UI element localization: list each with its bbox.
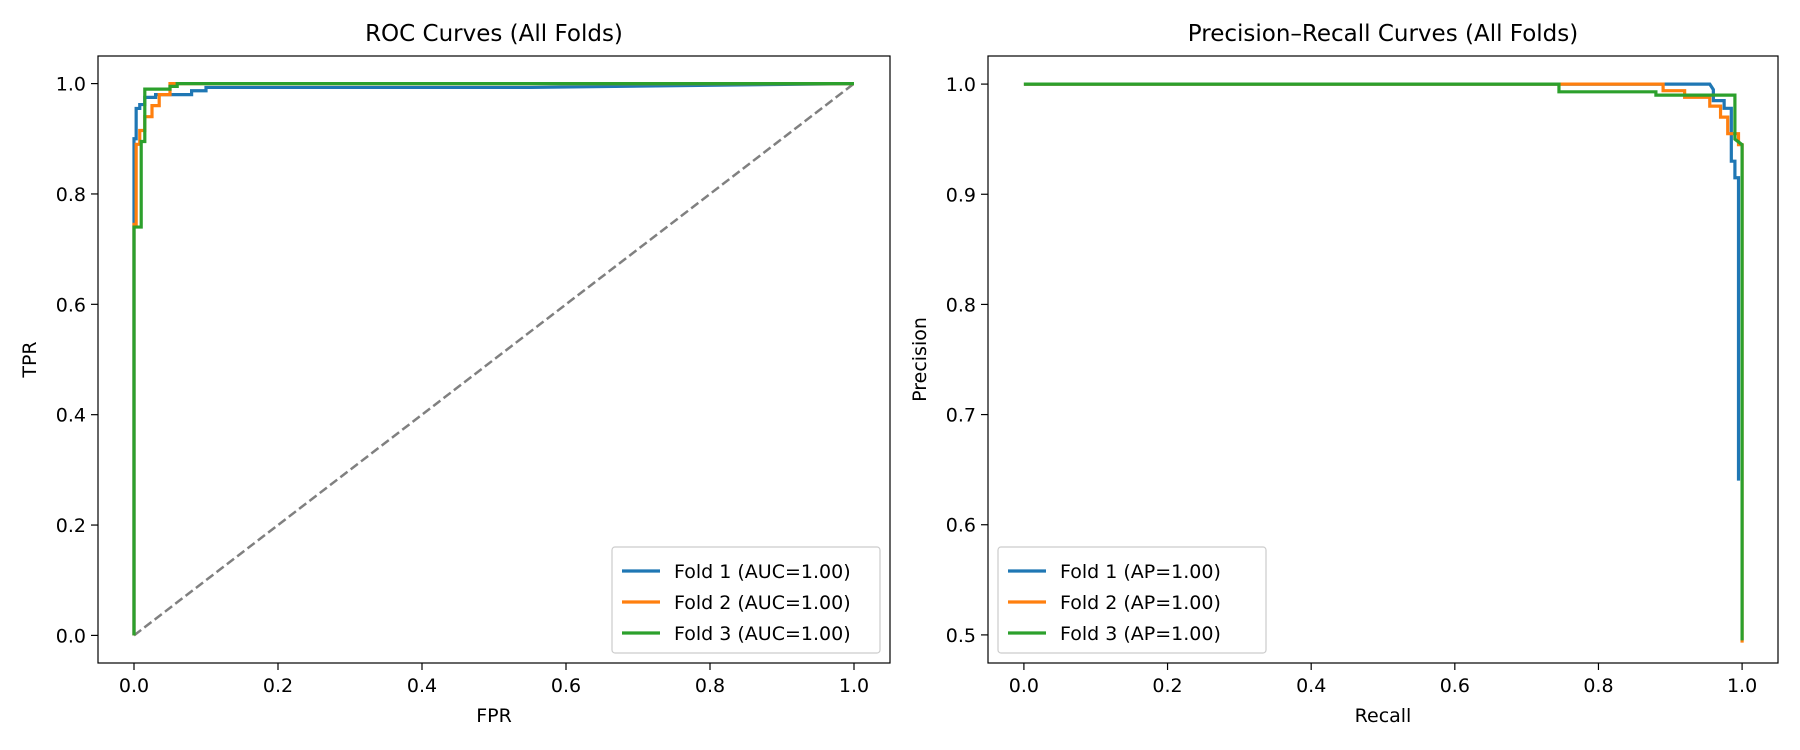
roc-y-tick-label: 0.4 bbox=[56, 405, 86, 427]
pr-x-tick-label: 1.0 bbox=[1727, 675, 1757, 697]
roc-x-tick-label: 0.4 bbox=[407, 675, 437, 697]
roc-y-tick-label: 1.0 bbox=[56, 74, 86, 96]
pr-y-tick-label: 0.9 bbox=[946, 184, 976, 206]
roc-x-tick-label: 0.2 bbox=[263, 675, 293, 697]
roc-y-tick-label: 0.0 bbox=[56, 625, 86, 647]
pr-legend: Fold 1 (AP=1.00) Fold 2 (AP=1.00) Fold 3 (… bbox=[997, 546, 1267, 654]
roc-title: ROC Curves (All Folds) bbox=[365, 21, 623, 47]
pr-x-tick-label: 0.0 bbox=[1009, 675, 1039, 697]
roc-y-tick-label: 0.6 bbox=[56, 294, 86, 316]
pr-y-tick-label: 0.6 bbox=[946, 515, 976, 537]
roc-legend-label-fold-3: Fold 3 (AUC=1.00) bbox=[674, 623, 851, 645]
pr-xlabel: Recall bbox=[1355, 705, 1412, 727]
roc-series-fold-1-line bbox=[132, 81, 855, 636]
pr-ylabel: Precision bbox=[909, 317, 931, 402]
roc-x-tick-label: 0.0 bbox=[119, 675, 149, 697]
roc-x-tick-label: 1.0 bbox=[839, 675, 869, 697]
pr-series-fold-3-line bbox=[1023, 82, 1744, 641]
pr-legend-label-fold-1: Fold 1 (AP=1.00) bbox=[1060, 561, 1221, 583]
roc-chance-line bbox=[133, 82, 855, 637]
pr-y-tick-label: 0.8 bbox=[946, 294, 976, 316]
pr-legend-label-fold-3: Fold 3 (AP=1.00) bbox=[1060, 623, 1221, 645]
roc-legend-label-fold-2: Fold 2 (AUC=1.00) bbox=[674, 592, 851, 614]
roc-y-ticks: 0.0 0.2 0.4 0.6 0.8 1.0 bbox=[56, 74, 98, 647]
pr-panel: Precision–Recall Curves (All Folds) Reca… bbox=[909, 21, 1779, 727]
roc-legend-box bbox=[611, 546, 881, 654]
pr-legend-label-fold-2: Fold 2 (AP=1.00) bbox=[1060, 592, 1221, 614]
roc-y-tick-label: 0.2 bbox=[56, 515, 86, 537]
roc-xlabel: FPR bbox=[476, 705, 512, 727]
pr-y-tick-label: 0.5 bbox=[946, 625, 976, 647]
pr-x-ticks: 0.0 0.2 0.4 0.6 0.8 1.0 bbox=[1009, 663, 1757, 697]
pr-y-ticks: 0.5 0.6 0.7 0.8 0.9 1.0 bbox=[946, 74, 988, 647]
roc-series-fold-3-line bbox=[132, 81, 854, 636]
pr-y-tick-label: 0.7 bbox=[946, 405, 976, 427]
pr-plot-area bbox=[1023, 82, 1744, 643]
pr-title: Precision–Recall Curves (All Folds) bbox=[1188, 21, 1578, 47]
roc-plot-area bbox=[132, 81, 855, 637]
pr-axes-frame bbox=[987, 55, 1779, 664]
roc-panel: ROC Curves (All Folds) FPR TPR 0.0 0.2 0.4… bbox=[19, 21, 891, 727]
roc-x-tick-label: 0.8 bbox=[695, 675, 725, 697]
roc-legend: Fold 1 (AUC=1.00) Fold 2 (AUC=1.00) Fold 3… bbox=[611, 546, 881, 654]
roc-axes-frame bbox=[97, 55, 891, 664]
pr-x-tick-label: 0.4 bbox=[1296, 675, 1326, 697]
roc-y-tick-label: 0.8 bbox=[56, 184, 86, 206]
roc-ylabel: TPR bbox=[19, 341, 41, 378]
roc-x-tick-label: 0.6 bbox=[551, 675, 581, 697]
pr-x-tick-label: 0.8 bbox=[1583, 675, 1613, 697]
pr-legend-box bbox=[997, 546, 1267, 654]
pr-x-tick-label: 0.6 bbox=[1440, 675, 1470, 697]
pr-x-tick-label: 0.2 bbox=[1152, 675, 1182, 697]
roc-legend-label-fold-1: Fold 1 (AUC=1.00) bbox=[674, 561, 851, 583]
roc-x-ticks: 0.0 0.2 0.4 0.6 0.8 1.0 bbox=[119, 663, 869, 697]
pr-y-tick-label: 1.0 bbox=[946, 74, 976, 96]
pr-series-fold-1-line bbox=[1023, 82, 1741, 481]
